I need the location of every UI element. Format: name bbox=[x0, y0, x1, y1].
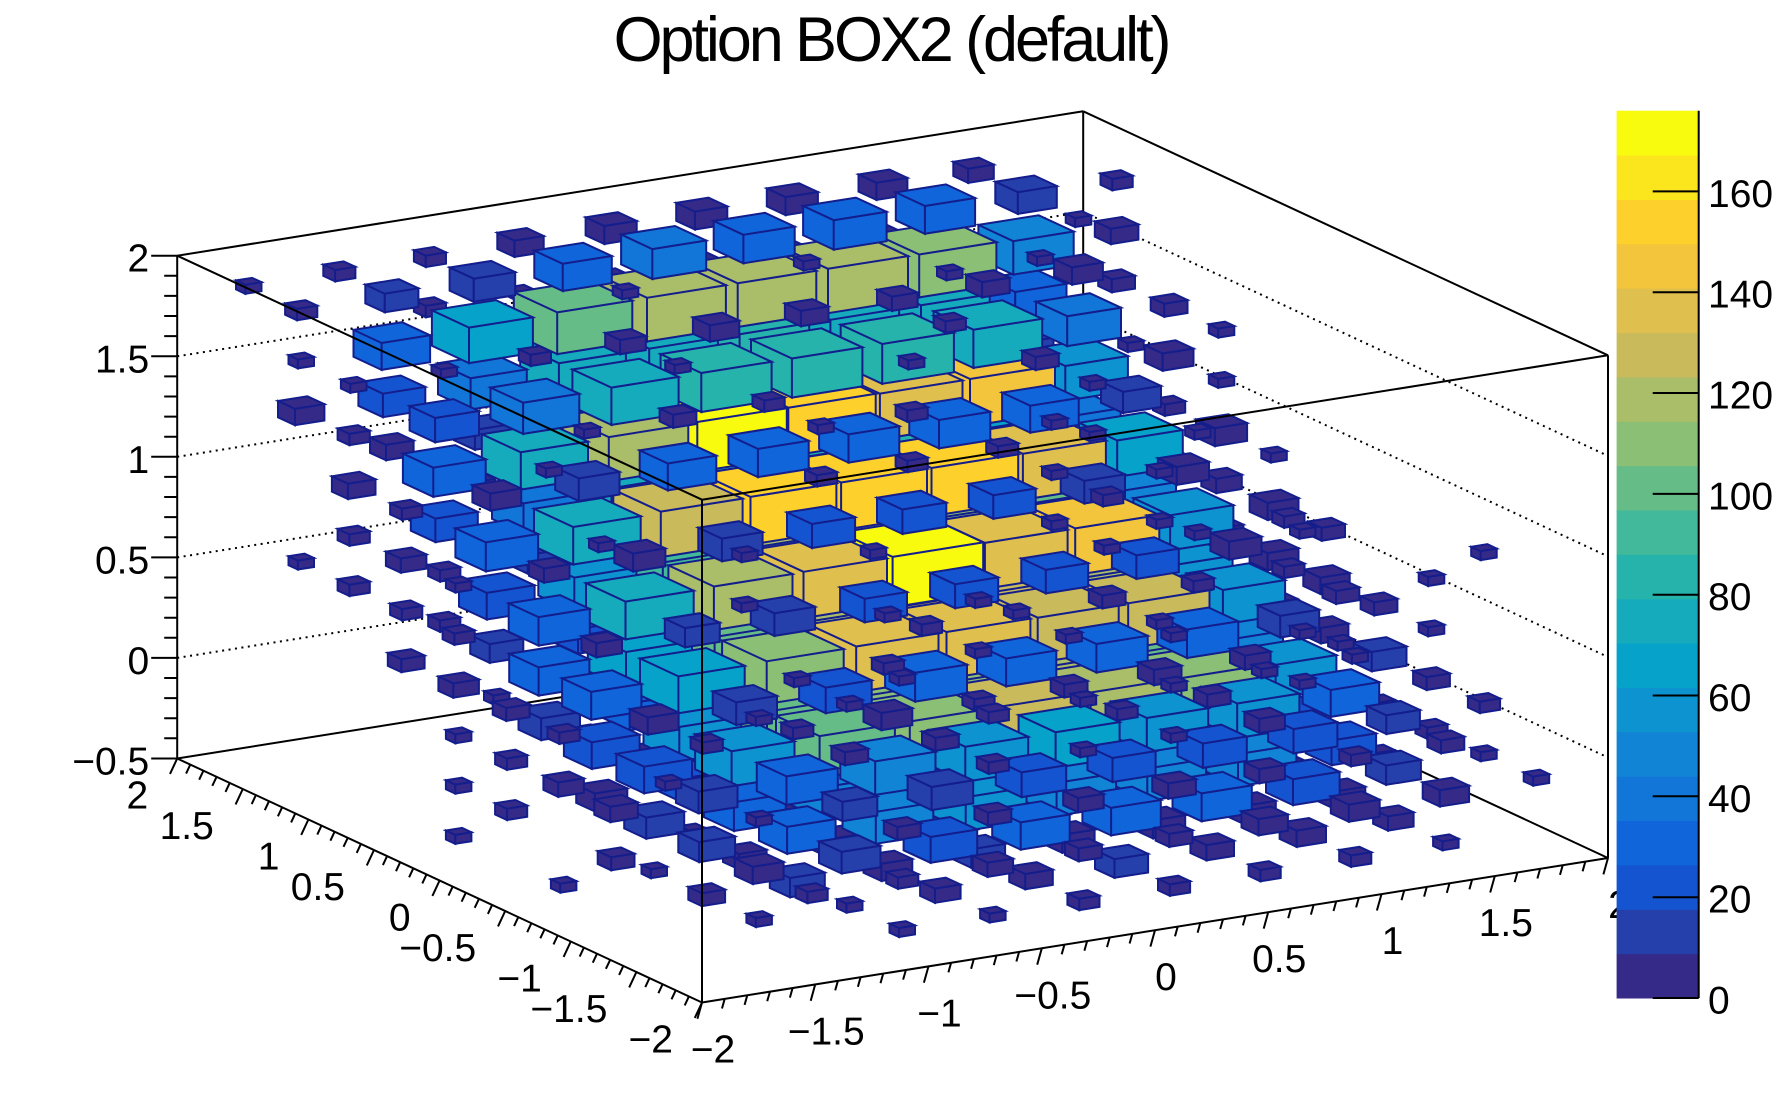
svg-text:0.5: 0.5 bbox=[291, 866, 345, 909]
svg-text:−1: −1 bbox=[497, 958, 541, 1001]
svg-text:160: 160 bbox=[1708, 173, 1773, 216]
svg-text:0: 0 bbox=[1155, 956, 1177, 999]
svg-text:Option BOX2 (default): Option BOX2 (default) bbox=[614, 5, 1169, 75]
svg-text:−1: −1 bbox=[917, 992, 961, 1035]
svg-text:2: 2 bbox=[126, 775, 148, 818]
svg-text:60: 60 bbox=[1708, 677, 1751, 720]
svg-text:0.5: 0.5 bbox=[95, 539, 149, 582]
svg-text:1: 1 bbox=[127, 439, 149, 482]
svg-text:100: 100 bbox=[1708, 475, 1773, 518]
svg-text:−0.5: −0.5 bbox=[399, 927, 476, 970]
svg-text:1: 1 bbox=[258, 836, 280, 879]
svg-text:−1.5: −1.5 bbox=[530, 988, 607, 1031]
svg-text:−0.5: −0.5 bbox=[72, 741, 149, 784]
svg-text:−2: −2 bbox=[691, 1029, 735, 1072]
svg-text:40: 40 bbox=[1708, 778, 1751, 821]
svg-text:−0.5: −0.5 bbox=[1014, 974, 1091, 1017]
svg-text:120: 120 bbox=[1708, 375, 1773, 418]
svg-text:80: 80 bbox=[1708, 576, 1751, 619]
svg-text:1.5: 1.5 bbox=[1479, 902, 1533, 945]
svg-text:0: 0 bbox=[389, 897, 411, 940]
svg-text:1.5: 1.5 bbox=[95, 338, 149, 381]
svg-text:−2: −2 bbox=[629, 1019, 673, 1062]
svg-text:0: 0 bbox=[127, 640, 149, 683]
svg-text:0: 0 bbox=[1708, 980, 1730, 1023]
svg-text:2: 2 bbox=[127, 238, 149, 281]
svg-text:1.5: 1.5 bbox=[160, 805, 214, 848]
svg-text:0.5: 0.5 bbox=[1252, 938, 1306, 981]
svg-text:−1.5: −1.5 bbox=[788, 1010, 865, 1053]
svg-text:20: 20 bbox=[1708, 879, 1751, 922]
svg-text:140: 140 bbox=[1708, 274, 1773, 317]
svg-text:1: 1 bbox=[1382, 920, 1404, 963]
